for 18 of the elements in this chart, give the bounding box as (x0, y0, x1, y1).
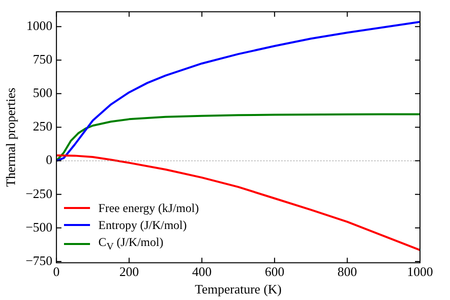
y-tick-label: 0 (46, 152, 52, 168)
y-tick-label: 750 (32, 52, 52, 67)
y-tick-label: 250 (32, 118, 52, 134)
y-tick-label: 1000 (26, 18, 52, 33)
y-tick-label: −500 (26, 219, 52, 234)
y-axis-title: Thermal properties (3, 88, 18, 187)
legend-label: C$_{V}$ (J/K/mol) (98, 234, 164, 254)
y-tick-label: −250 (26, 186, 52, 201)
y-tick-label: −750 (26, 252, 52, 268)
x-tick-label: 200 (119, 264, 139, 280)
x-tick-label: 1000 (407, 264, 433, 280)
legend-label: Free energy (kJ/mol) (98, 200, 199, 217)
y-tick-label: 500 (32, 85, 52, 100)
x-tick-label: 800 (338, 264, 358, 280)
x-axis-title: Temperature (K) (194, 282, 282, 297)
x-tick-label: 400 (192, 264, 212, 280)
x-tick-label: 600 (264, 264, 284, 280)
legend-label: Entropy (J/K/mol) (98, 216, 187, 234)
